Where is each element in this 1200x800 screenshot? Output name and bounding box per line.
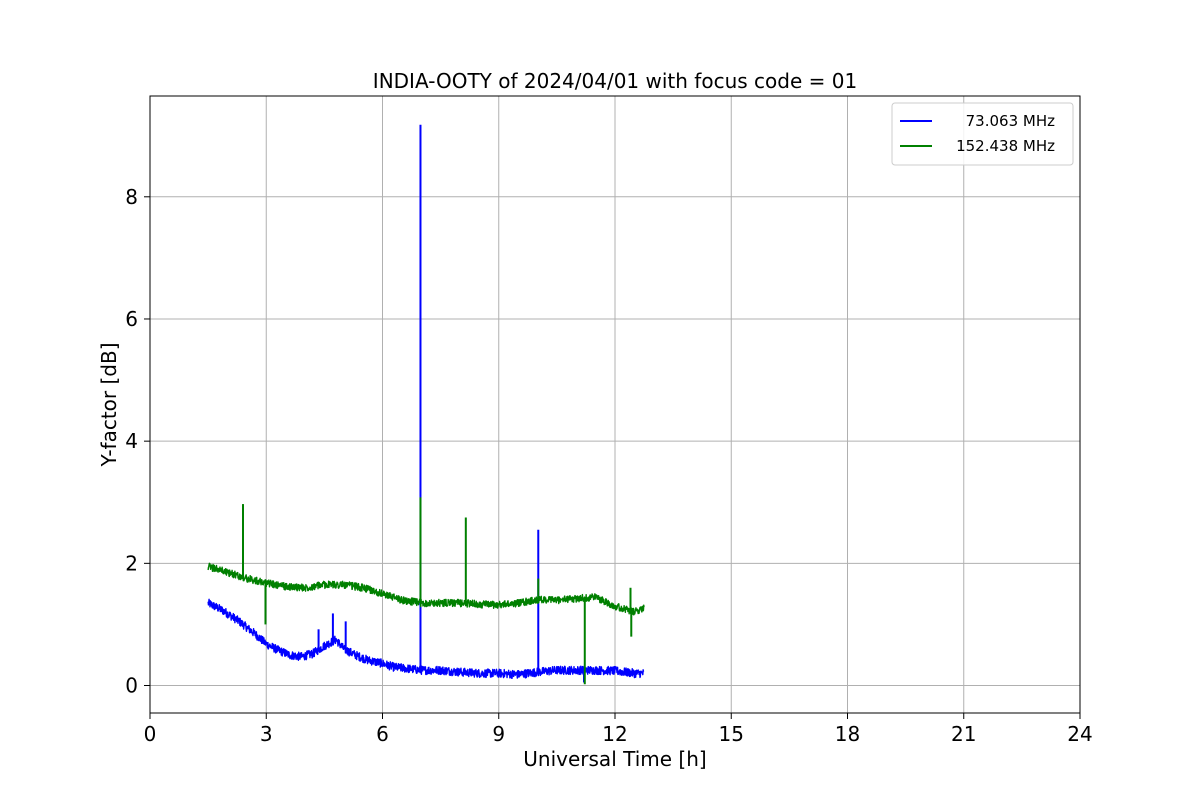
x-tick-label: 18 xyxy=(835,722,860,746)
legend-label: 73.063 MHz xyxy=(966,112,1055,130)
y-tick-label: 2 xyxy=(125,551,138,575)
legend-box xyxy=(891,102,1074,166)
x-axis-title: Universal Time [h] xyxy=(523,747,706,771)
x-tick-label: 21 xyxy=(951,722,976,746)
chart-title: INDIA-OOTY of 2024/04/01 with focus code… xyxy=(373,69,857,93)
y-tick-label: 0 xyxy=(125,674,138,698)
y-tick-label: 6 xyxy=(125,307,138,331)
y-tick-label: 8 xyxy=(125,185,138,209)
x-tick-label: 12 xyxy=(602,722,627,746)
x-tick-label: 6 xyxy=(376,722,389,746)
y-tick-label: 4 xyxy=(125,429,138,453)
legend: 73.063 MHz 152.438 MHz xyxy=(891,102,1074,166)
x-tick-label: 3 xyxy=(260,722,273,746)
x-tick-label: 24 xyxy=(1067,722,1092,746)
series-layer xyxy=(207,124,645,685)
legend-label: 152.438 MHz xyxy=(956,137,1055,155)
series-line-0 xyxy=(207,598,645,680)
x-tick-label: 15 xyxy=(719,722,744,746)
x-tick-label: 9 xyxy=(492,722,505,746)
series-line-1 xyxy=(207,562,645,616)
x-tick-label: 0 xyxy=(144,722,157,746)
y-axis-title: Y-factor [dB] xyxy=(97,342,121,467)
